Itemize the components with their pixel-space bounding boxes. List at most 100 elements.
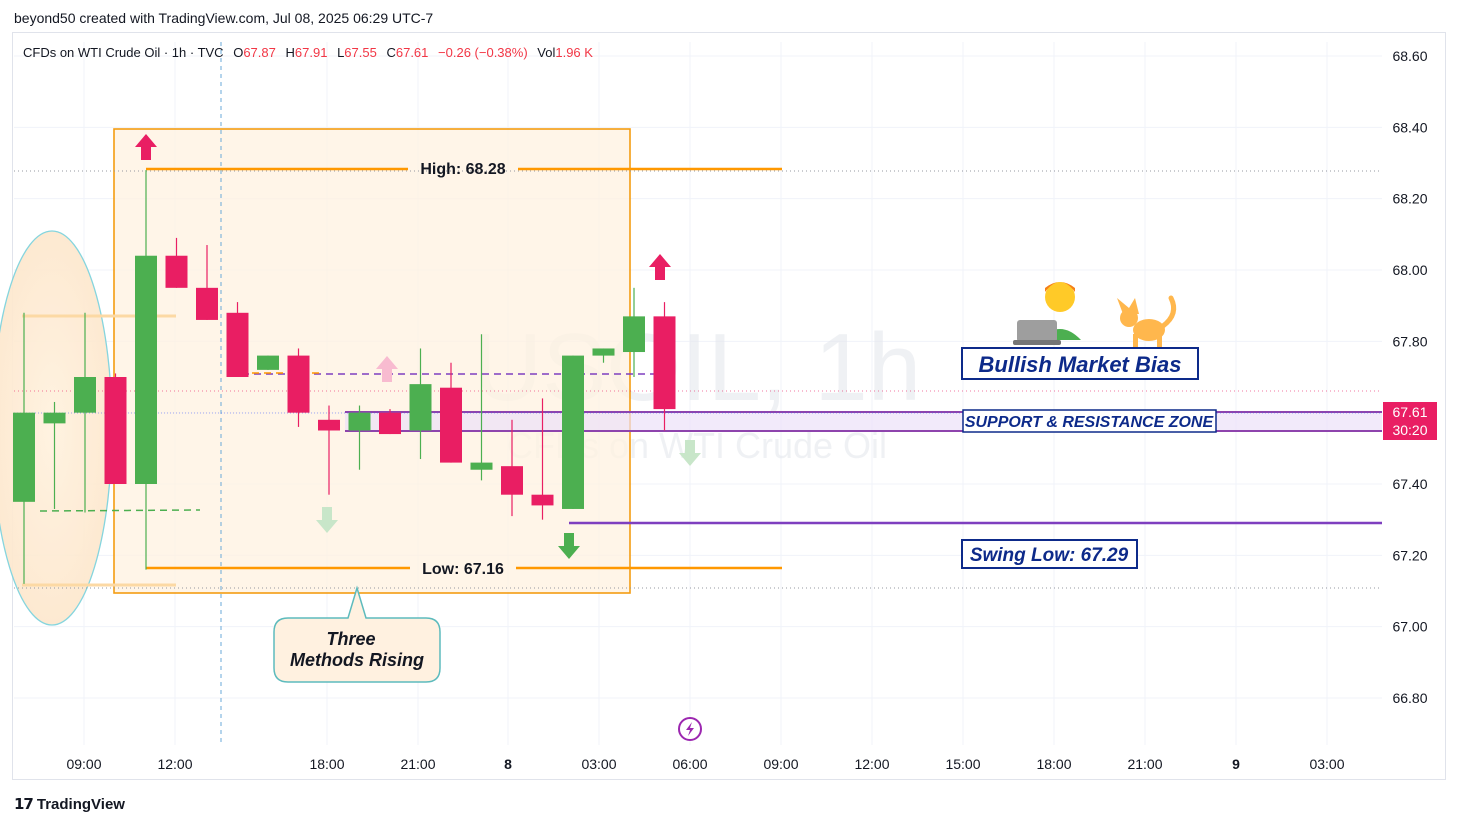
time-tick-label: 12:00	[854, 756, 889, 772]
swing-low-label-box	[961, 539, 1138, 569]
candle-body	[318, 419, 340, 431]
price-axis[interactable]: 68.6068.4068.2068.0067.8067.6067.4067.20…	[1392, 48, 1427, 706]
tradingview-logo[interactable]: 𝟭𝟳 TradingView	[14, 795, 125, 813]
candle	[440, 362, 462, 463]
candle-body	[104, 377, 127, 484]
time-tick-label: 21:00	[1127, 756, 1162, 772]
zone-label-box	[962, 409, 1217, 433]
candle-body	[592, 348, 615, 356]
lightning-icon[interactable]	[678, 717, 702, 741]
candle	[653, 302, 676, 431]
high-label: H	[285, 45, 295, 60]
sr-zone	[345, 412, 1382, 431]
pattern-box	[113, 128, 631, 594]
open-value: 67.87	[243, 45, 276, 60]
time-tick-label: 18:00	[309, 756, 344, 772]
arrow-up-icon	[649, 254, 671, 280]
price-tick-label: 68.20	[1392, 191, 1427, 207]
volume-value: 1.96 K	[555, 45, 593, 60]
candle-body	[287, 355, 310, 413]
low-value: 67.55	[344, 45, 377, 60]
candle	[409, 348, 432, 460]
candle-body	[623, 316, 645, 353]
person-laptop-icon	[1013, 282, 1081, 345]
cat-icon	[1117, 295, 1177, 347]
open-label: O	[233, 45, 244, 60]
time-tick-label: 06:00	[672, 756, 707, 772]
brand-label: TradingView	[36, 796, 125, 813]
high-value: 67.91	[294, 45, 328, 60]
time-tick-label: 8	[504, 756, 512, 772]
candle	[562, 355, 584, 509]
time-tick-label: 03:00	[1309, 756, 1344, 772]
candle	[470, 334, 493, 481]
time-axis[interactable]: 09:00 12:00 18:00 21:00 8 03:00 06:00 09:00 12:0…	[66, 756, 1344, 772]
change-value: −0.26 (−0.38%)	[438, 45, 528, 60]
candle-body	[501, 466, 523, 495]
candle	[165, 237, 188, 288]
candle-body	[531, 494, 554, 506]
candle-body	[562, 355, 584, 509]
candle	[531, 398, 554, 520]
high-level-label: High: 68.28	[420, 161, 505, 178]
price-tick-label: 68.40	[1392, 119, 1427, 135]
candle-body	[135, 255, 157, 484]
time-tick-label: 09:00	[763, 756, 798, 772]
volume-label: Vol	[537, 45, 556, 60]
symbol-legend: CFDs on WTI Crude Oil · 1h · TVC O67.87 …	[23, 45, 593, 60]
arrow-down-icon	[558, 533, 580, 559]
countdown-value: 30:20	[1392, 422, 1427, 438]
time-tick-label: 18:00	[1036, 756, 1071, 772]
price-tick-label: 67.00	[1392, 619, 1427, 635]
bias-label: Bullish Market Bias	[979, 352, 1182, 377]
candle	[348, 405, 371, 470]
pattern-label-line1: Three	[326, 629, 375, 649]
candle	[196, 245, 218, 320]
pattern-label-line2: Methods Rising	[290, 650, 424, 670]
arrow-down-faded-icon	[316, 507, 338, 533]
candle-body	[470, 462, 493, 470]
time-tick-label: 12:00	[157, 756, 192, 772]
zone-label: SUPPORT & RESISTANCE ZONE	[965, 414, 1215, 431]
time-tick-label: 21:00	[400, 756, 435, 772]
candle	[43, 401, 66, 509]
price-tick-label: 68.00	[1392, 262, 1427, 278]
pattern-callout: Three Methods Rising	[273, 585, 441, 683]
last-price-value: 67.61	[1392, 404, 1427, 420]
candle	[287, 348, 310, 427]
candle	[379, 409, 401, 435]
candle	[104, 373, 127, 484]
logo-mark-icon: 𝟭𝟳	[14, 796, 34, 813]
time-tick-label: 9	[1232, 756, 1240, 772]
close-value: 67.61	[395, 45, 429, 60]
candle-body	[440, 387, 462, 463]
candle	[592, 348, 615, 363]
candle-body	[74, 377, 96, 413]
candle	[13, 312, 35, 584]
time-tick-label: 03:00	[581, 756, 616, 772]
attribution-text: beyond50 created with TradingView.com, J…	[14, 10, 434, 26]
candle	[257, 355, 279, 370]
bias-label-box	[961, 347, 1199, 380]
price-tick-label: 66.80	[1392, 690, 1427, 706]
candle	[318, 405, 340, 495]
candle-body	[379, 412, 401, 435]
time-tick-label: 09:00	[66, 756, 101, 772]
candle-body	[348, 412, 371, 431]
arrow-up-icon	[135, 134, 157, 160]
symbol-name: CFDs on WTI Crude Oil · 1h · TVC	[23, 45, 224, 60]
candle-body	[257, 355, 279, 370]
low-level-label: Low: 67.16	[422, 561, 504, 578]
candle-body	[226, 312, 249, 377]
candle-body	[196, 287, 218, 320]
candle	[135, 170, 157, 570]
price-tick-label: 67.80	[1392, 333, 1427, 349]
green-dashed-segment	[39, 509, 201, 512]
candle	[501, 419, 523, 517]
time-tick-label: 15:00	[945, 756, 980, 772]
last-price-tag	[1383, 402, 1437, 422]
candle-body	[165, 255, 188, 288]
swing-low-label: Swing Low: 67.29	[970, 545, 1129, 566]
candle	[623, 287, 645, 377]
